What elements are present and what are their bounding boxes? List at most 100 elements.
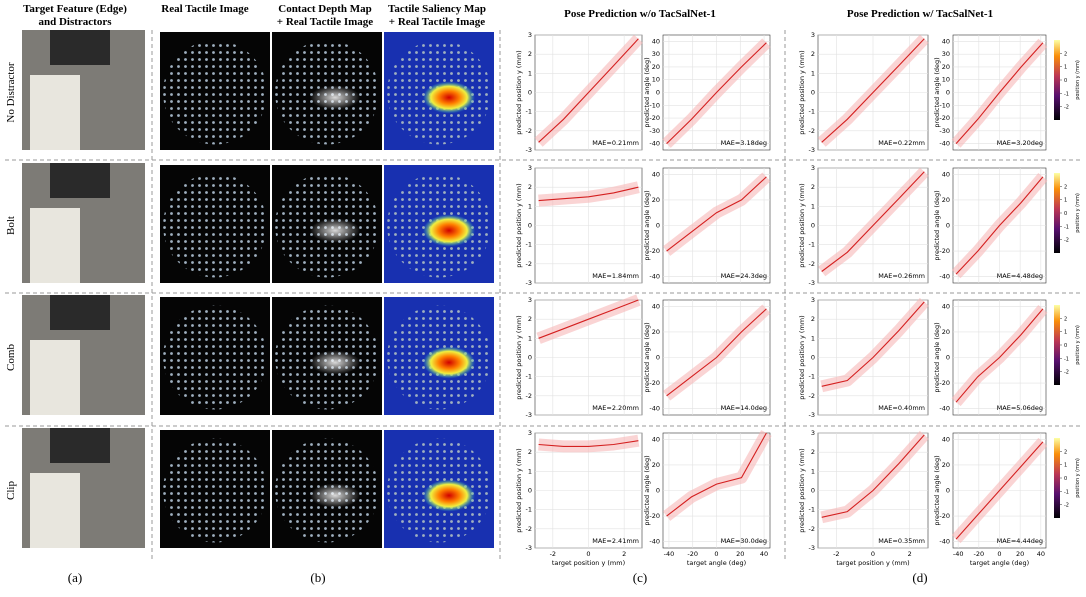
y-axis-label: predicted position y (mm)	[798, 50, 806, 134]
trend-line	[666, 308, 767, 397]
saliency-blob	[423, 346, 475, 379]
y-tick-label: -40	[649, 273, 660, 281]
y-axis-label: predicted position y (mm)	[798, 183, 806, 267]
colorbar-tick-label: -1	[1064, 91, 1069, 97]
mae-label: MAE=0.21mm	[592, 139, 639, 147]
trend-line	[666, 176, 767, 252]
colorbar-tick-label: -2	[1064, 238, 1069, 244]
x-tick-label: -2	[550, 550, 556, 558]
depth-glow	[310, 218, 360, 243]
y-tick-label: 20	[942, 196, 950, 204]
trend-line	[821, 38, 925, 143]
mae-label: MAE=0.22mm	[878, 139, 925, 147]
y-tick-label: 1	[811, 334, 815, 342]
y-tick-label: -20	[939, 247, 950, 255]
y-tick-label: -2	[809, 525, 815, 533]
x-axis-label: target position y (mm)	[552, 559, 625, 567]
y-axis-label: predicted position y (mm)	[515, 50, 523, 134]
y-tick-label: -40	[939, 140, 950, 148]
y-axis-label: predicted angle (deg)	[643, 322, 651, 392]
trend-line	[821, 434, 925, 518]
mae-label: MAE=2.20mm	[592, 404, 639, 412]
colorbar-tick-label: -1	[1064, 489, 1069, 495]
mae-label: MAE=3.20deg	[997, 139, 1043, 147]
mae-label: MAE=5.06deg	[997, 404, 1043, 412]
colorbar-tick-label: 2	[1064, 51, 1067, 57]
mae-label: MAE=4.48deg	[997, 272, 1043, 280]
colorbar	[1054, 173, 1060, 253]
pin-array	[163, 438, 267, 543]
y-tick-label: 40	[942, 435, 950, 443]
y-tick-label: 20	[652, 63, 660, 71]
x-tick-label: 40	[760, 550, 768, 558]
mae-label: MAE=0.35mm	[878, 537, 925, 545]
colorbar-tick-label: 2	[1064, 449, 1067, 455]
y-tick-label: 1	[528, 467, 532, 475]
y-tick-label: -20	[649, 379, 660, 387]
x-tick-label: -20	[687, 550, 698, 558]
y-tick-label: 0	[656, 222, 660, 230]
y-axis-label: predicted position y (mm)	[515, 183, 523, 267]
x-tick-label: -2	[833, 550, 839, 558]
y-tick-label: 20	[942, 461, 950, 469]
y-tick-label: 1	[811, 202, 815, 210]
y-tick-label: 20	[942, 63, 950, 71]
depth-glow	[310, 85, 360, 110]
y-tick-label: -20	[939, 379, 950, 387]
y-tick-label: 0	[946, 354, 950, 362]
colorbar-tick-label: 2	[1064, 316, 1067, 322]
saliency-blob	[423, 479, 475, 512]
y-tick-label: 0	[656, 354, 660, 362]
y-axis-label: predicted angle (deg)	[933, 455, 941, 525]
y-tick-label: 0	[946, 89, 950, 97]
trend-line	[666, 42, 767, 144]
y-tick-label: 2	[811, 448, 815, 456]
colorbar-label: position y (mm)	[1075, 60, 1081, 100]
y-tick-label: -1	[809, 373, 815, 381]
x-tick-label: 0	[871, 550, 875, 558]
colorbar-tick-label: -1	[1064, 356, 1069, 362]
y-axis-label: predicted position y (mm)	[515, 448, 523, 532]
trend-line	[538, 38, 639, 143]
x-tick-label: -40	[664, 550, 675, 558]
colorbar-tick-label: -1	[1064, 224, 1069, 230]
mae-label: MAE=2.41mm	[592, 537, 639, 545]
y-tick-label: 3	[528, 429, 532, 437]
colorbar-tick-label: 0	[1064, 78, 1067, 84]
y-axis-label: predicted angle (deg)	[933, 322, 941, 392]
y-tick-label: 30	[652, 50, 660, 58]
colorbar-tick-label: 0	[1064, 211, 1067, 217]
y-tick-label: -2	[526, 260, 532, 268]
y-tick-label: 1	[811, 69, 815, 77]
trend-line	[955, 42, 1044, 144]
x-tick-label: 2	[622, 550, 626, 558]
mae-label: MAE=24.3deg	[721, 272, 767, 280]
y-tick-label: 10	[652, 76, 660, 84]
x-tick-label: 0	[997, 550, 1001, 558]
x-tick-label: -20	[974, 550, 985, 558]
y-tick-label: 1	[528, 69, 532, 77]
mae-label: MAE=0.40mm	[878, 404, 925, 412]
y-tick-label: -2	[809, 392, 815, 400]
y-tick-label: 3	[811, 31, 815, 39]
depth-glow	[310, 350, 360, 375]
y-tick-label: -40	[939, 273, 950, 281]
edge-block	[30, 75, 80, 150]
y-tick-label: 3	[528, 296, 532, 304]
colorbar-label: position y (mm)	[1075, 325, 1081, 365]
mae-label: MAE=1.84mm	[592, 272, 639, 280]
panel-label: (b)	[310, 570, 325, 585]
depth-glow	[310, 483, 360, 508]
colorbar-tick-label: 1	[1064, 198, 1067, 204]
y-axis-label: predicted position y (mm)	[515, 315, 523, 399]
y-tick-label: 2	[528, 50, 532, 58]
pin-array	[163, 305, 267, 410]
y-tick-label: 0	[811, 222, 815, 230]
colorbar-label: position y (mm)	[1075, 458, 1081, 498]
y-tick-label: 0	[528, 487, 532, 495]
y-tick-label: 0	[946, 222, 950, 230]
y-tick-label: -30	[939, 127, 950, 135]
y-tick-label: -20	[649, 114, 660, 122]
y-tick-label: -40	[939, 538, 950, 546]
y-tick-label: 2	[811, 183, 815, 191]
